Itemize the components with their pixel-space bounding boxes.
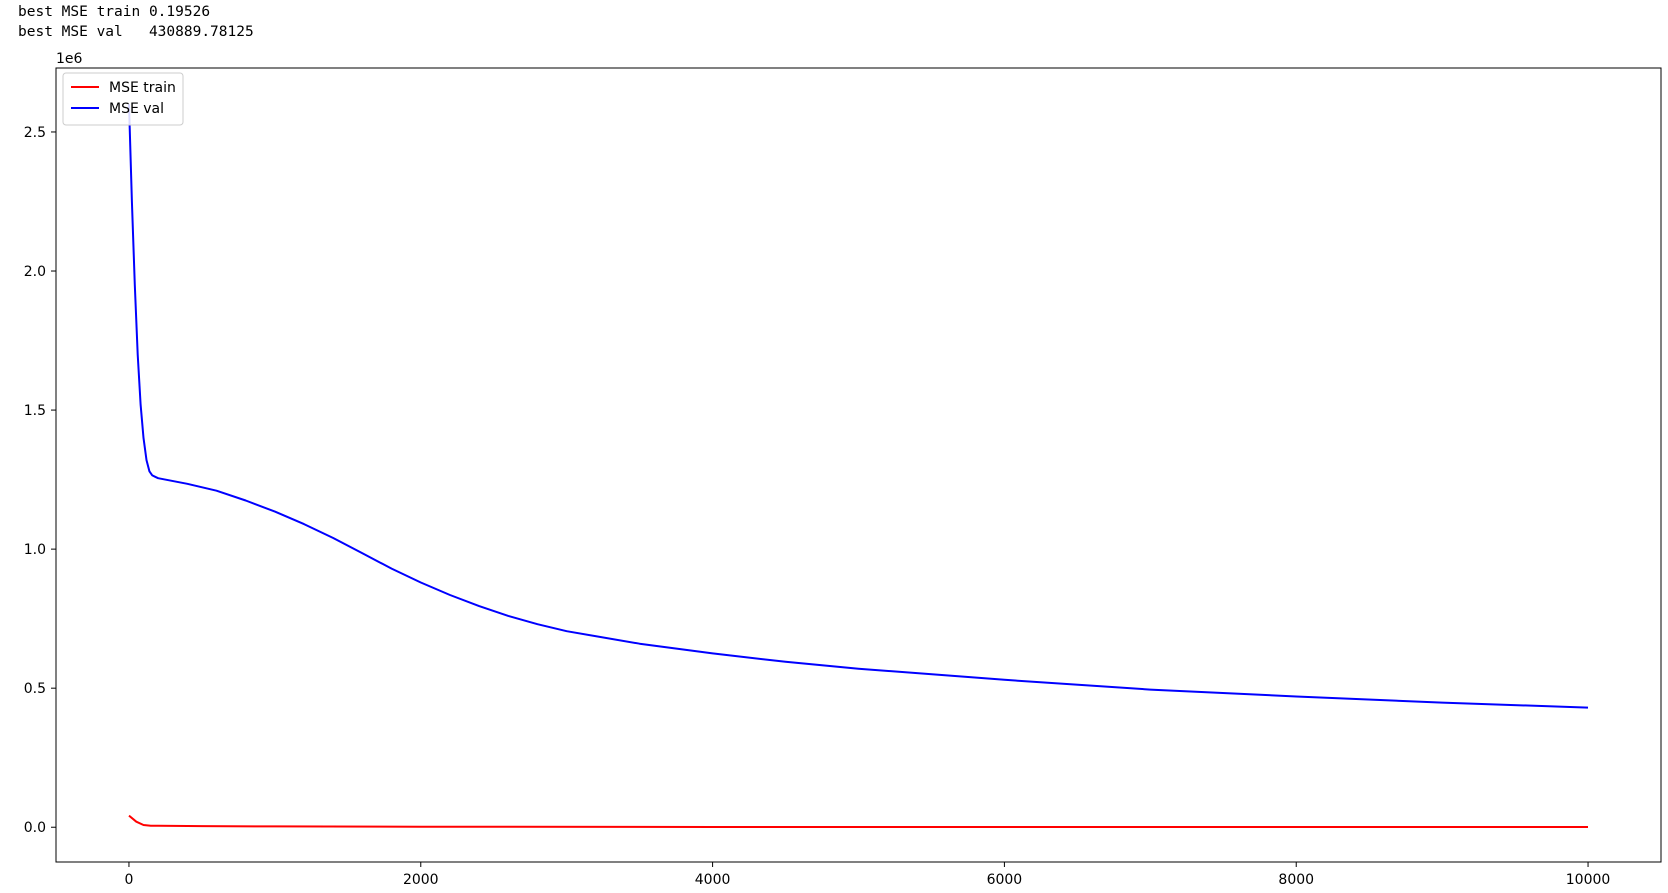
legend-label: MSE val xyxy=(109,101,164,117)
y-axis-offset-label: 1e6 xyxy=(56,51,83,67)
x-tick-label: 6000 xyxy=(987,872,1023,888)
x-tick-label: 8000 xyxy=(1278,872,1314,888)
best-mse-val-text: best MSE val 430889.78125 xyxy=(18,24,254,40)
x-axis: 0 2000 4000 6000 8000 10000 xyxy=(124,862,1610,888)
series-line-mse-train xyxy=(128,814,1588,828)
y-tick-label: 1.5 xyxy=(24,403,46,419)
y-axis: 0.0 0.5 1.0 1.5 2.0 2.5 xyxy=(24,125,56,836)
y-tick-label: 2.5 xyxy=(24,125,46,141)
y-tick-label: 1.0 xyxy=(24,542,46,558)
legend: MSE train MSE val xyxy=(62,72,184,126)
cell-output: best MSE train 0.19526 best MSE val 4308… xyxy=(18,2,254,42)
y-tick-label: 2.0 xyxy=(24,264,46,280)
legend-label: MSE train xyxy=(109,80,176,96)
x-tick-label: 0 xyxy=(124,872,133,888)
y-tick-label: 0.5 xyxy=(24,681,46,697)
y-tick-label: 0.0 xyxy=(24,820,46,836)
x-tick-label: 10000 xyxy=(1566,872,1611,888)
best-mse-train-text: best MSE train 0.19526 xyxy=(18,4,211,20)
axes-frame xyxy=(55,67,1662,863)
plot-content xyxy=(128,104,1589,828)
x-tick-label: 2000 xyxy=(403,872,439,888)
series-line-mse-val xyxy=(128,104,1589,709)
x-tick-label: 4000 xyxy=(695,872,731,888)
